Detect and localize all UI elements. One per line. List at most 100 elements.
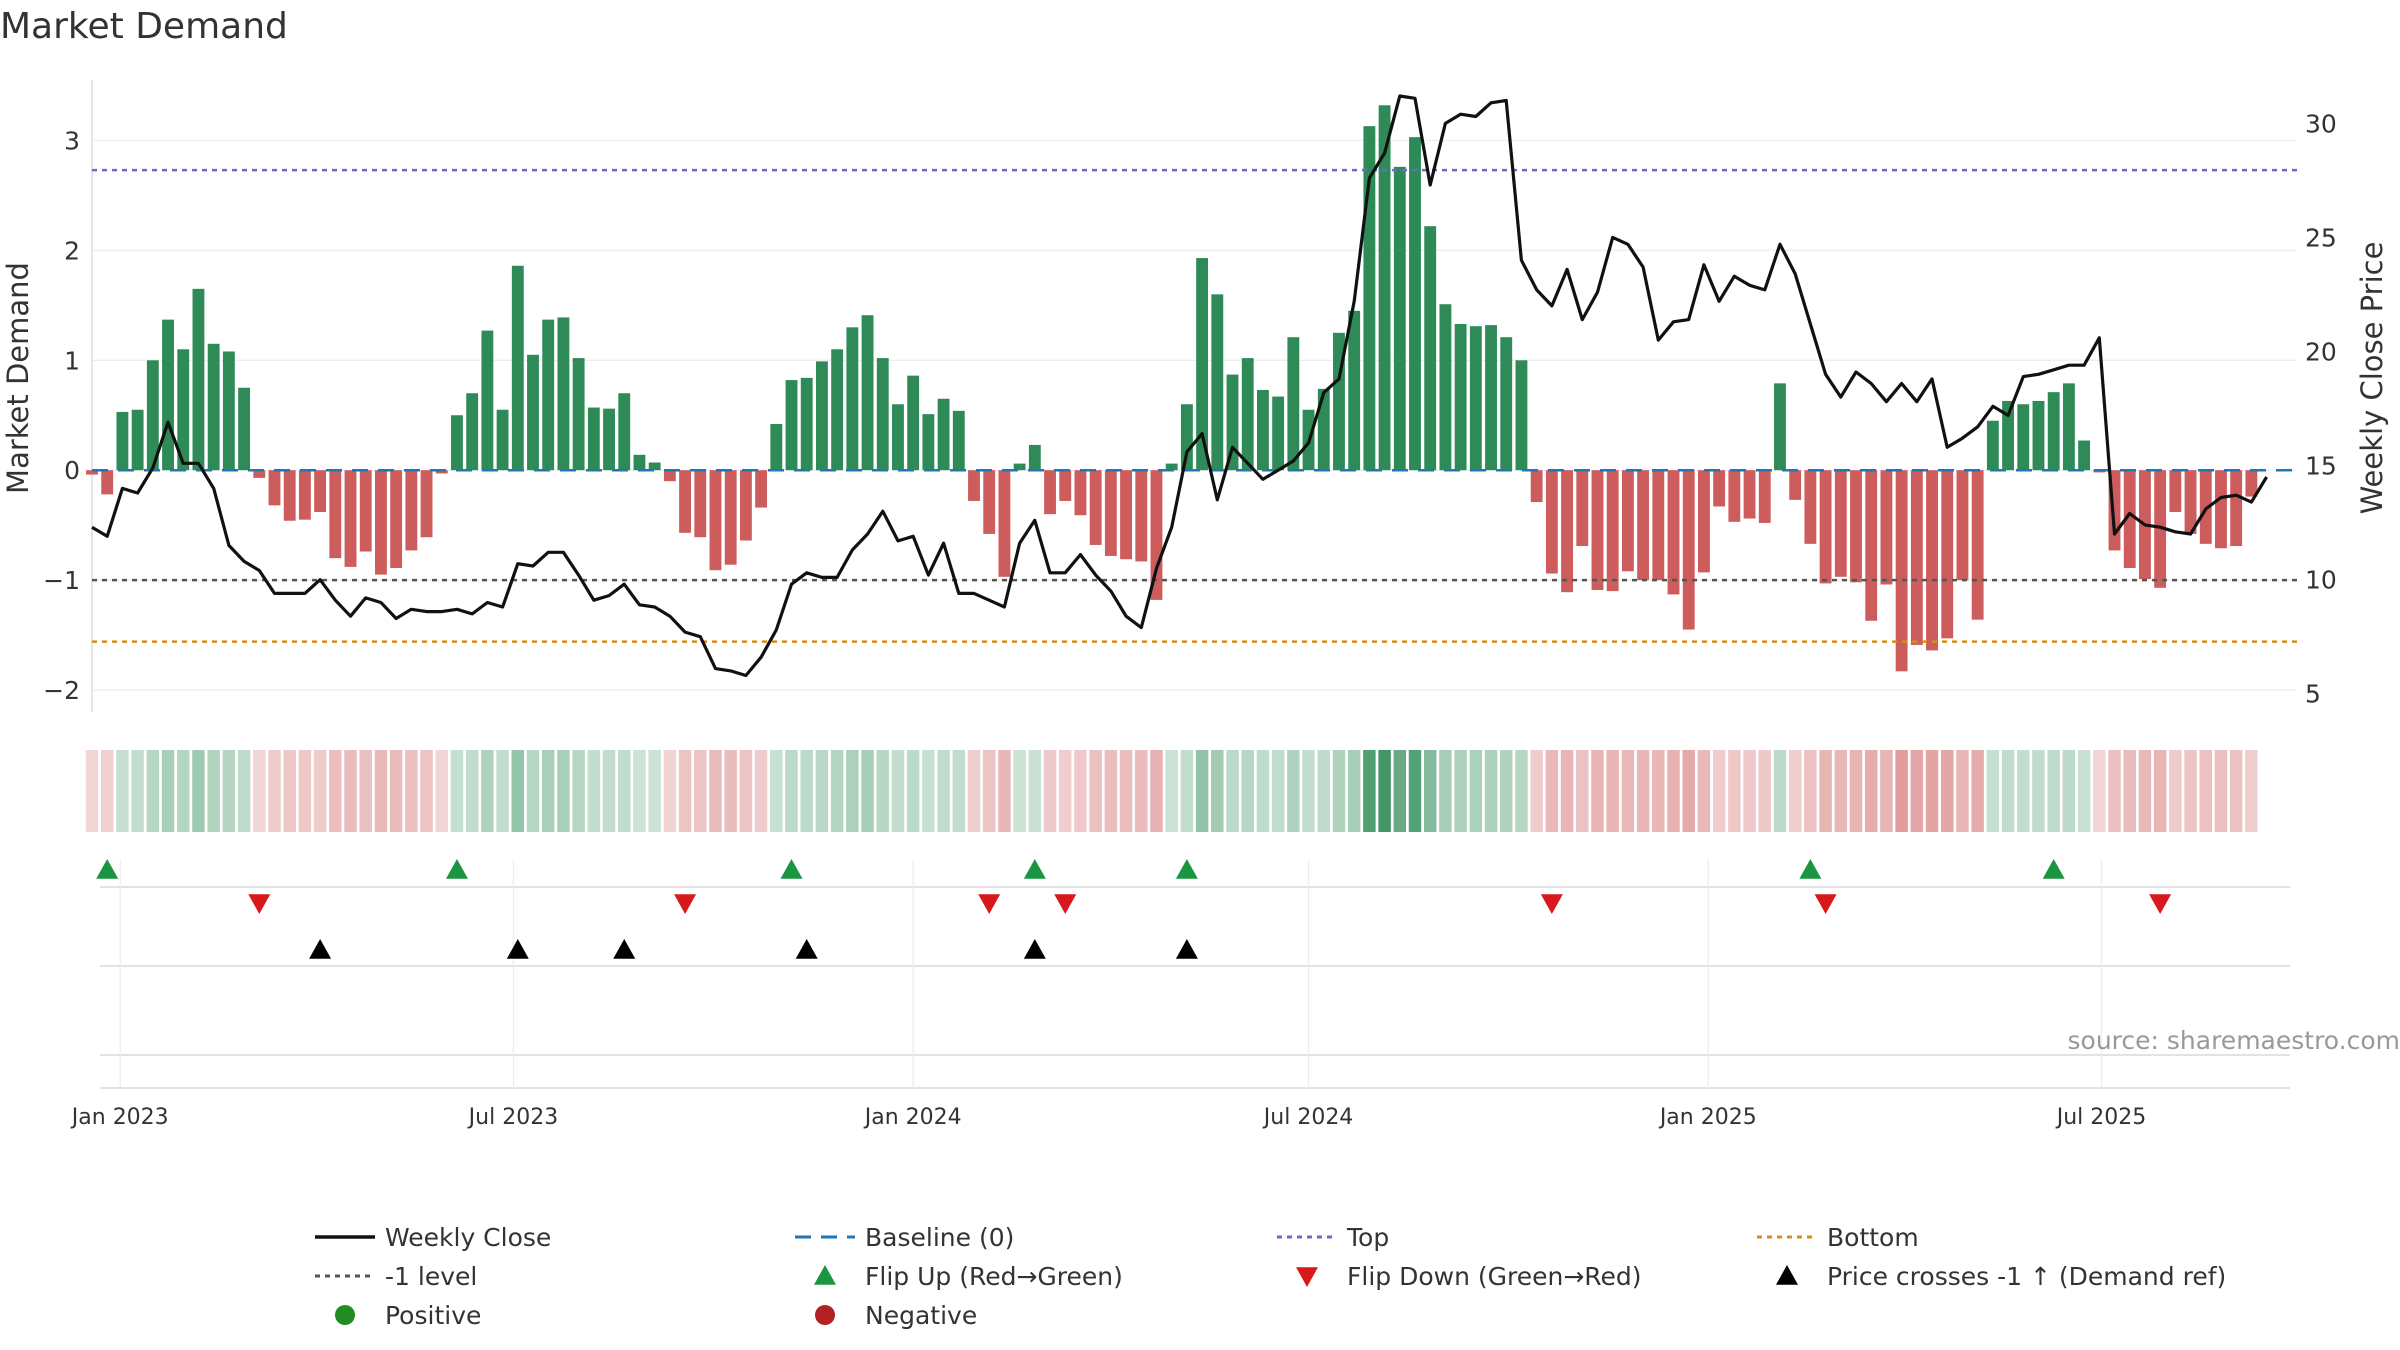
demand-bar [2078, 440, 2091, 471]
strip-cell [1636, 750, 1650, 832]
strip-cell [1606, 750, 1619, 832]
demand-bar [1196, 258, 1209, 471]
demand-bar [1743, 470, 1756, 519]
demand-bar [1059, 470, 1072, 501]
demand-bar [2032, 400, 2045, 471]
demand-bar [131, 409, 144, 471]
strip-cell [1697, 750, 1711, 832]
strip-cell [222, 750, 236, 832]
demand-bar [1454, 324, 1467, 471]
flip-up-marker [1175, 859, 1198, 879]
strip-cell [1013, 750, 1026, 832]
strip-cell [1591, 750, 1604, 832]
flip-up-marker [2042, 859, 2065, 879]
strip-cell [526, 750, 540, 832]
demand-bar [2230, 470, 2243, 547]
strip-cell [100, 750, 114, 832]
flip-down-marker [248, 894, 271, 914]
strip-cell [541, 750, 555, 832]
demand-bar [1317, 388, 1330, 471]
flip-down-marker [1814, 894, 1837, 914]
strip-cell [1560, 750, 1574, 832]
strip-cell [770, 750, 783, 832]
strip-cell [1180, 750, 1194, 832]
strip-cell [1849, 750, 1863, 832]
legend-item: Positive [335, 1301, 481, 1330]
demand-bar [253, 470, 266, 478]
strip-cell [952, 750, 966, 832]
main-panel: −2 −1 0 1 2 3 5 10 15 20 25 30 Market Demand Weekl… [1, 80, 2389, 712]
strip-cell [1226, 750, 1239, 832]
strip-cell [1712, 750, 1726, 832]
strip-cell [1515, 750, 1528, 832]
legend-swatch [814, 1265, 836, 1285]
strip-cell [1393, 750, 1407, 832]
strip-cell [1530, 750, 1543, 832]
demand-bar [1469, 326, 1482, 471]
legend-item: Bottom [1757, 1223, 1919, 1252]
demand-bar [1774, 383, 1786, 471]
demand-bar [1637, 470, 1650, 581]
demand-bar [1804, 470, 1817, 544]
demand-bar [1135, 470, 1148, 562]
strip-cell [1089, 750, 1102, 832]
price-cross-marker [309, 939, 332, 959]
demand-bar [572, 358, 585, 471]
strip-cell [2245, 750, 2258, 832]
demand-bar [1728, 470, 1741, 522]
strip-cell [2032, 750, 2045, 832]
strip-cell [1302, 750, 1315, 832]
strip-cell [1910, 750, 1924, 832]
demand-bar [1241, 358, 1254, 471]
demand-bar [1713, 470, 1726, 507]
strip-cell [1941, 750, 1954, 832]
strip-cell [2138, 750, 2152, 832]
demand-bar [2245, 470, 2258, 497]
strip-cell [557, 750, 570, 832]
strip-cell [1165, 750, 1178, 832]
demand-bar [983, 470, 996, 534]
strip-cell [1621, 750, 1635, 832]
strip-cell [1834, 750, 1848, 832]
flip-up-marker [445, 859, 468, 879]
demand-bar [1104, 470, 1117, 556]
demand-bar [1500, 337, 1513, 471]
x-tick-labels: Jan 2023 Jul 2023 Jan 2024 Jul 2024 Jan 2025… [70, 1105, 2146, 1130]
strip-cell [2017, 750, 2030, 832]
strip-cell [131, 750, 144, 832]
y-tick-label: −1 [43, 566, 80, 595]
reference-lines [92, 168, 2297, 643]
price-cross-marker [613, 939, 636, 959]
strip-cell [2184, 750, 2197, 832]
demand-bar [1028, 444, 1041, 471]
strip-cell [815, 750, 829, 832]
demand-bar [785, 380, 798, 471]
demand-bar [1698, 470, 1710, 573]
strip-cell [861, 750, 874, 832]
legend-label: Flip Down (Green→Red) [1347, 1262, 1642, 1291]
y-tick-label: 2 [64, 236, 80, 265]
strip-cell [2153, 750, 2167, 832]
legend-label: Top [1346, 1223, 1389, 1252]
demand-bar [907, 375, 920, 471]
strip-cell [891, 750, 905, 832]
demand-bar [1561, 470, 1573, 593]
strip-cell [663, 750, 677, 832]
strip-cell [876, 750, 889, 832]
strip-cell [648, 750, 661, 832]
strip-cell [998, 750, 1011, 832]
demand-bar [2169, 470, 2182, 512]
demand-bar [1515, 360, 1528, 471]
strip-cell [1484, 750, 1498, 832]
demand-bar [1424, 226, 1437, 471]
legend-label: Price crosses -1 ↑ (Demand ref) [1827, 1262, 2226, 1291]
flip-down-marker [2149, 894, 2172, 914]
strip-cell [496, 750, 509, 832]
strip-cell [85, 750, 99, 832]
legend-swatch [335, 1305, 355, 1325]
demand-bar [1150, 470, 1163, 600]
strip-cell [207, 750, 220, 832]
flip-up-marker [780, 859, 803, 879]
strip-cell [2062, 750, 2076, 832]
demand-bar [755, 470, 768, 508]
